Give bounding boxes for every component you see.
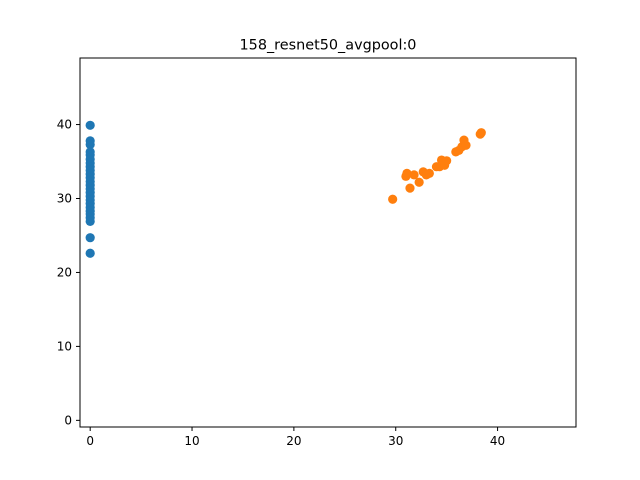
data-point xyxy=(85,233,95,243)
x-tick-label: 20 xyxy=(286,434,301,448)
data-point xyxy=(85,216,95,227)
series-2 xyxy=(388,128,486,204)
y-tick-label: 20 xyxy=(57,265,72,279)
x-tick-label: 10 xyxy=(184,434,199,448)
axes: 0 10 20 30 40 0 10 20 30 40 xyxy=(57,57,577,448)
data-point xyxy=(402,168,412,178)
plot-area xyxy=(85,120,486,258)
data-point xyxy=(424,168,434,178)
x-tick-label: 40 xyxy=(490,434,505,448)
data-point xyxy=(388,194,398,204)
x-tick-label: 0 xyxy=(86,434,94,448)
data-point xyxy=(409,170,419,180)
y-tick-label: 30 xyxy=(57,192,72,206)
axes-frame xyxy=(79,57,577,428)
data-point xyxy=(85,120,95,130)
data-point xyxy=(85,248,95,258)
chart-title: 158_resnet50_avgpool:0 xyxy=(240,38,417,54)
data-point xyxy=(476,128,486,138)
data-point xyxy=(461,140,471,150)
y-tick-label: 10 xyxy=(57,339,72,353)
data-point xyxy=(442,156,452,166)
y-tick-label: 40 xyxy=(57,118,72,132)
x-tick-label: 30 xyxy=(388,434,403,448)
data-point xyxy=(414,177,424,187)
series-1 xyxy=(85,120,95,258)
y-tick-label: 0 xyxy=(64,413,72,427)
data-point xyxy=(85,139,95,150)
data-point xyxy=(405,183,415,193)
